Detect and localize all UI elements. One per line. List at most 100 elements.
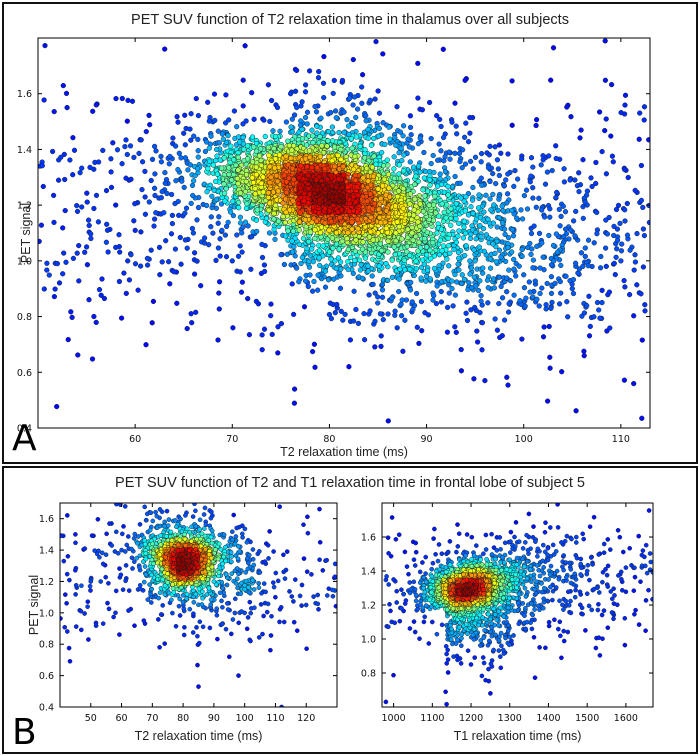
scatter-point [504, 191, 511, 197]
scatter-point [253, 298, 260, 305]
scatter-point [424, 188, 431, 194]
scatter-point [641, 232, 648, 239]
scatter-point [350, 120, 356, 127]
scatter-point [194, 258, 200, 264]
scatter-point [320, 243, 326, 249]
scatter-point [234, 175, 240, 182]
scatter-point [577, 135, 583, 141]
scatter-point [108, 169, 114, 175]
scatter-point [289, 129, 295, 135]
scatter-point [176, 150, 182, 156]
scatter-point [283, 209, 289, 215]
scatter-point [235, 180, 241, 187]
scatter-point [553, 231, 560, 237]
scatter-point [485, 165, 492, 171]
scatter-point [552, 280, 558, 287]
scatter-point [287, 91, 294, 97]
scatter-point [266, 230, 273, 236]
scatter-point [216, 290, 222, 296]
scatter-point [447, 250, 453, 256]
scatter-point [561, 179, 568, 185]
scatter-point [328, 256, 334, 262]
scatter-point [407, 287, 414, 293]
scatter-point [88, 231, 94, 237]
scatter-point [91, 166, 97, 172]
scatter-point [449, 278, 455, 284]
scatter-point [149, 320, 155, 326]
scatter-point [243, 205, 250, 211]
scatter-point [345, 230, 351, 236]
scatter-point [505, 309, 512, 315]
scatter-point [408, 279, 414, 286]
scatter-point [387, 136, 393, 142]
scatter-point [516, 263, 522, 269]
scatter-point [204, 189, 210, 195]
scatter-point [301, 304, 308, 310]
scatter-point [634, 282, 640, 288]
scatter-point [315, 75, 322, 81]
scatter-point [478, 298, 484, 304]
scatter-point [458, 346, 464, 353]
scatter-point [184, 245, 190, 251]
scatter-point [265, 194, 272, 201]
scatter-point [201, 235, 208, 241]
scatter-point [340, 163, 346, 170]
scatter-point [299, 99, 305, 105]
scatter-point [302, 217, 308, 223]
scatter-point [77, 170, 83, 176]
scatter-point [611, 232, 617, 239]
scatter-point [251, 144, 257, 150]
scatter-point [606, 289, 613, 295]
scatter-point [237, 214, 244, 220]
scatter-point [431, 169, 437, 176]
scatter-point [430, 152, 436, 159]
scatter-point [113, 95, 119, 102]
scatter-point [490, 241, 496, 247]
scatter-point [148, 177, 154, 184]
scatter-point [190, 230, 197, 236]
scatter-point [392, 135, 398, 141]
scatter-point [250, 179, 257, 186]
scatter-point [162, 46, 168, 52]
scatter-point [459, 280, 465, 287]
scatter-point [400, 348, 406, 354]
scatter-point [556, 206, 562, 213]
scatter-point [470, 210, 476, 217]
scatter-point [602, 38, 608, 44]
scatter-point [363, 113, 369, 119]
scatter-point [438, 288, 444, 295]
scatter-point [477, 278, 483, 284]
scatter-point [557, 278, 563, 285]
scatter-point [430, 240, 436, 246]
scatter-point [459, 165, 465, 171]
scatter-point [457, 180, 463, 186]
scatter-point [544, 280, 550, 287]
scatter-point [505, 244, 511, 251]
scatter-point [481, 209, 487, 215]
scatter-point [490, 276, 497, 282]
scatter-point [586, 333, 593, 339]
scatter-point [41, 286, 47, 292]
scatter-point [410, 164, 417, 170]
scatter-point [355, 192, 361, 199]
scatter-point [167, 281, 173, 287]
scatter-point [289, 238, 295, 244]
scatter-point [383, 260, 389, 267]
scatter-point [530, 185, 536, 191]
scatter-point [509, 207, 515, 214]
scatter-point [472, 258, 478, 264]
scatter-point [299, 126, 305, 133]
scatter-point [336, 176, 342, 182]
scatter-point [400, 186, 407, 192]
scatter-point [411, 207, 417, 213]
scatter-point [153, 210, 159, 216]
scatter-point [313, 218, 320, 224]
scatter-point [539, 240, 545, 246]
scatter-point [216, 214, 222, 220]
scatter-point [477, 223, 483, 229]
scatter-point [44, 267, 50, 273]
scatter-point [305, 200, 312, 206]
scatter-point [446, 263, 452, 269]
scatter-point [561, 166, 567, 172]
scatter-point [359, 84, 365, 90]
